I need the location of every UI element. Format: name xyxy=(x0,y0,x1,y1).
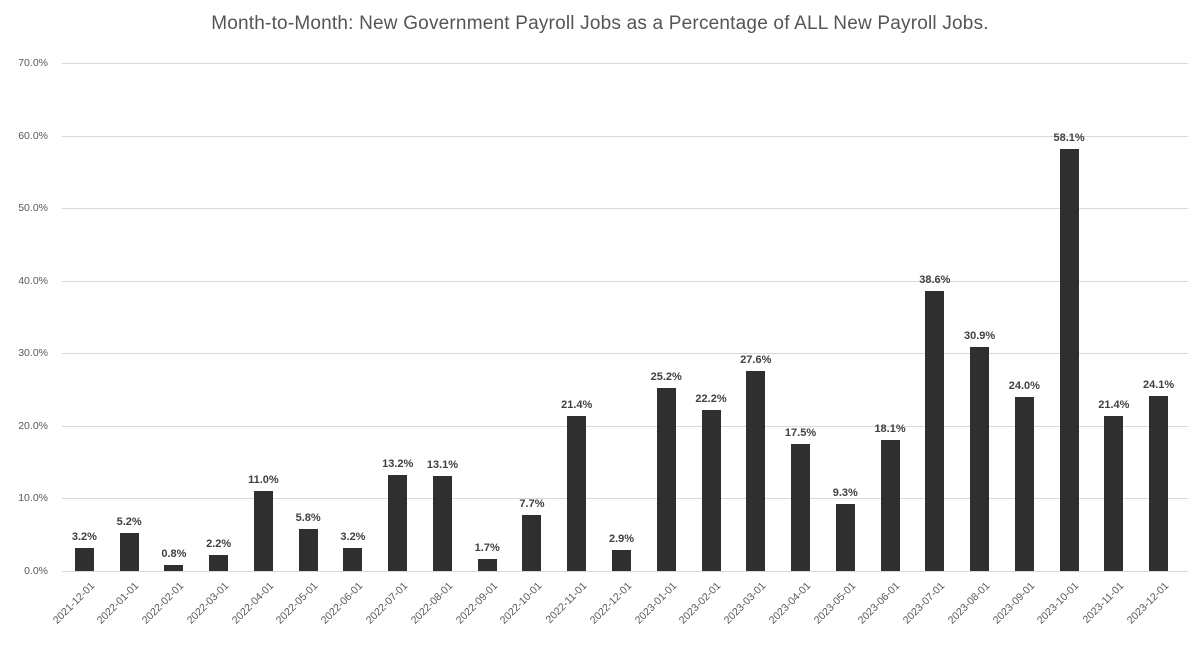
x-axis-tick-label: 2022-01-01 xyxy=(95,580,142,627)
bar-value-label: 25.2% xyxy=(650,371,682,384)
x-axis-tick-label: 2022-11-01 xyxy=(543,580,590,626)
bar-value-label: 2.2% xyxy=(206,538,232,551)
bar-value-label: 9.3% xyxy=(832,486,858,499)
bar-value-label: 27.6% xyxy=(740,353,772,366)
x-axis-tick-label: 2023-07-01 xyxy=(900,580,948,627)
bar-value-label: 5.2% xyxy=(116,516,142,529)
bar-2022-05-01 xyxy=(298,528,318,571)
x-axis-tick-label: 2022-04-01 xyxy=(229,580,276,627)
y-axis-tick-label: 0.0% xyxy=(24,565,48,577)
y-axis-tick-label: 70.0% xyxy=(18,57,48,69)
bar-2021-12-01 xyxy=(74,547,94,571)
y-axis-tick-label: 60.0% xyxy=(18,129,48,142)
bar-2022-02-01 xyxy=(164,565,184,571)
bar-value-label: 24.1% xyxy=(1143,379,1175,392)
bar-value-label: 21.4% xyxy=(1098,398,1130,411)
gridline xyxy=(62,353,1188,355)
x-axis-tick-label: 2022-02-01 xyxy=(139,580,187,627)
gridline xyxy=(62,425,1188,427)
bar-value-label: 11.0% xyxy=(248,474,279,487)
y-axis-tick-label: 30.0% xyxy=(18,347,48,360)
bar-2022-06-01 xyxy=(343,547,363,571)
chart-title: Month-to-Month: New Government Payroll J… xyxy=(211,13,989,34)
gridline xyxy=(62,498,1188,500)
x-axis-tick-label: 2022-08-01 xyxy=(408,580,455,627)
x-axis-tick-label: 2023-11-01 xyxy=(1080,580,1127,626)
bar-2023-02-01 xyxy=(701,409,721,571)
bar-value-label: 24.0% xyxy=(1008,379,1040,392)
bar-2022-12-01 xyxy=(612,549,631,571)
bar-2023-11-01 xyxy=(1104,415,1124,571)
x-axis-tick-label: 2023-01-01 xyxy=(632,580,679,627)
x-axis-tick-label: 2023-05-01 xyxy=(811,580,858,627)
gridline xyxy=(62,63,1188,64)
x-axis-tick-label: 2021-12-01 xyxy=(50,580,97,627)
bar-2023-04-01 xyxy=(791,444,811,571)
x-axis-tick-label: 2023-04-01 xyxy=(766,580,814,627)
x-axis-tick-label: 2023-03-01 xyxy=(721,580,769,627)
bar-2022-01-01 xyxy=(119,533,139,571)
x-axis-tick-label: 2022-09-01 xyxy=(453,580,500,627)
bar-2023-08-01 xyxy=(970,346,990,571)
gridline xyxy=(62,208,1188,210)
x-axis-tick-label: 2023-10-01 xyxy=(1035,580,1082,627)
x-axis-tick-label: 2023-12-01 xyxy=(1124,580,1172,627)
bar-value-label: 17.5% xyxy=(784,427,817,439)
gridline xyxy=(62,571,1188,572)
bar-value-label: 38.6% xyxy=(919,273,951,286)
y-axis-tick-label: 10.0% xyxy=(18,492,48,505)
bar-2023-06-01 xyxy=(880,439,900,571)
x-axis-tick-label: 2023-09-01 xyxy=(990,580,1037,627)
bar-2022-07-01 xyxy=(388,475,408,571)
y-axis-tick-label: 20.0% xyxy=(18,419,48,432)
bar-2023-10-01 xyxy=(1059,149,1079,571)
bar-value-label: 22.2% xyxy=(695,392,727,405)
y-axis-tick-label: 40.0% xyxy=(18,274,48,287)
gridline xyxy=(62,280,1188,282)
x-axis-tick-label: 2022-06-01 xyxy=(318,580,366,627)
bar-value-label: 18.1% xyxy=(874,422,906,435)
bar-value-label: 1.7% xyxy=(474,541,500,554)
bar-value-label: 2.9% xyxy=(608,532,635,545)
x-axis-tick-label: 2023-02-01 xyxy=(677,580,724,627)
bar-2023-01-01 xyxy=(656,388,676,571)
bar-2022-11-01 xyxy=(567,415,587,571)
bar-value-label: 21.4% xyxy=(561,398,593,411)
bar-2023-03-01 xyxy=(746,370,766,571)
bar-value-label: 13.1% xyxy=(426,458,459,471)
bar-2023-05-01 xyxy=(835,503,855,571)
bar-value-label: 7.7% xyxy=(519,498,545,511)
bar-value-label: 30.9% xyxy=(963,329,996,342)
bar-2023-12-01 xyxy=(1149,396,1169,571)
bar-2023-07-01 xyxy=(925,290,945,571)
x-axis-tick-label: 2023-08-01 xyxy=(945,580,993,627)
bar-2022-09-01 xyxy=(477,558,497,571)
y-axis-tick-label: 50.0% xyxy=(18,202,48,215)
bar-2022-03-01 xyxy=(209,555,229,571)
bar-value-label: 0.8% xyxy=(161,548,187,561)
x-axis-tick-label: 2023-06-01 xyxy=(856,580,903,627)
bar-value-label: 3.2% xyxy=(71,530,97,543)
bar-value-label: 58.1% xyxy=(1053,132,1085,145)
bar-value-label: 3.2% xyxy=(340,530,366,543)
bar-2022-10-01 xyxy=(522,515,542,571)
x-axis-tick-label: 2022-07-01 xyxy=(363,580,411,627)
bar-2022-04-01 xyxy=(253,491,273,571)
bar-2023-09-01 xyxy=(1014,396,1034,571)
bar-value-label: 5.8% xyxy=(295,511,321,524)
gridline xyxy=(62,135,1188,137)
x-axis-tick-label: 2022-03-01 xyxy=(184,580,232,627)
x-axis-tick-label: 2022-05-01 xyxy=(274,580,321,627)
x-axis-tick-label: 2022-10-01 xyxy=(497,580,545,627)
x-axis-tick-label: 2022-12-01 xyxy=(587,580,634,627)
bar-2022-08-01 xyxy=(432,475,452,571)
bar-value-label: 13.2% xyxy=(382,458,414,471)
